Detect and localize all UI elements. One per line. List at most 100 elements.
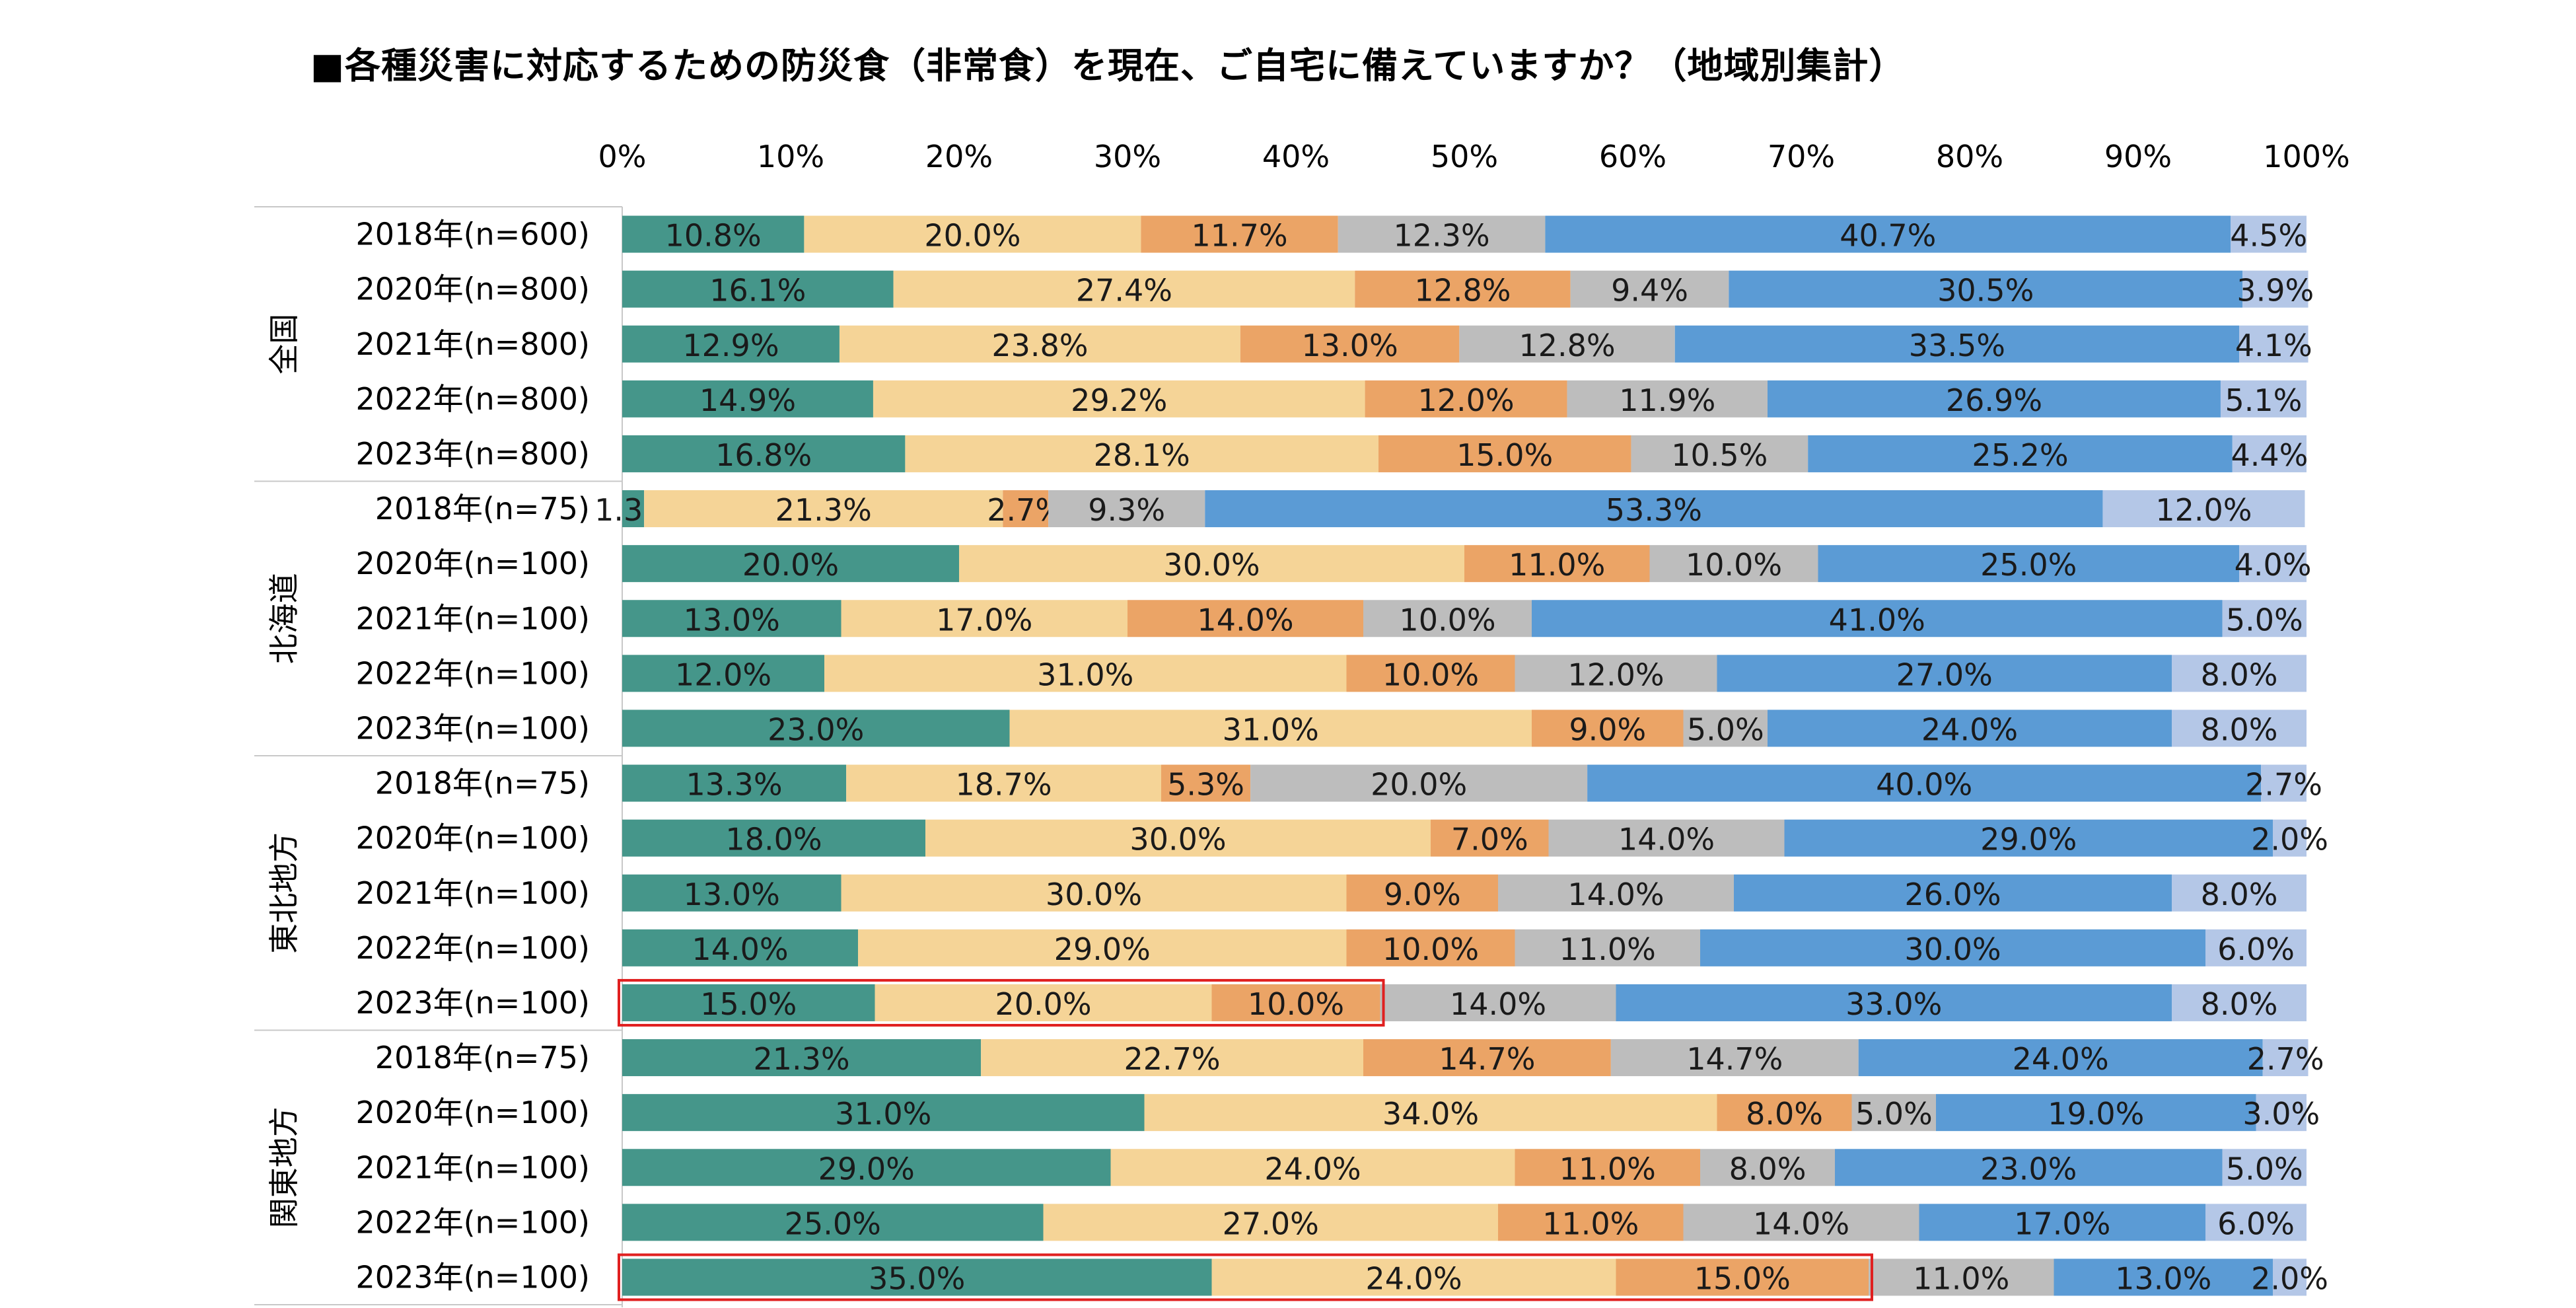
bar-segment [1144,1094,1717,1132]
data-label: 31.0% [1223,711,1319,747]
row-label: 2018年(n=600) [356,217,590,252]
data-label: 17.0% [2014,1206,2110,1241]
row-label: 2023年(n=100) [356,985,590,1021]
bar-segment [2222,1149,2307,1186]
bar-segment [1545,215,2231,253]
bar-segment [2273,1258,2307,1296]
bar-segment [1729,270,2243,308]
data-label: 12.8% [1414,273,1511,309]
bar-segment [2242,270,2308,308]
bar-segment [2261,764,2307,802]
bar-segment [622,984,875,1021]
bar-segment [1161,764,1251,802]
chart-title: ■各種災害に対応するための防災食（非常食）を現在、ご自宅に備えていますか？（地域… [310,45,1906,87]
row-label: 2022年(n=100) [356,1204,590,1240]
bar-segment [1380,984,1616,1021]
bar-segment [622,325,840,363]
row-label: 2020年(n=800) [356,272,590,307]
bar-segment [1365,380,1567,418]
bar-segment [1211,984,1380,1021]
data-label: 24.0% [1921,711,2018,747]
bar-segment [1768,709,2172,747]
data-label: 29.0% [818,1151,915,1186]
data-label: 5.0% [2226,602,2303,637]
data-label: 31.0% [835,1096,931,1132]
bar-segment [1835,1149,2223,1186]
bar-segment [2239,545,2307,583]
data-label: 22.7% [1124,1041,1221,1077]
data-label: 2.0% [2251,1260,2328,1296]
data-label: 5.1% [2225,382,2303,418]
bar-segment [1346,929,1515,966]
bar-segment [1717,655,2172,692]
bar-segment [1610,1039,1859,1077]
row-label: 2020年(n=100) [356,1095,590,1130]
data-label: 18.0% [725,822,822,857]
bar-segment [841,874,1347,912]
bar-segment [2172,655,2307,692]
bar-segment [1700,1149,1835,1186]
data-label: 3.0% [2242,1096,2320,1132]
bar-segment [1205,490,2103,528]
row-label: 2021年(n=100) [356,600,590,636]
data-label: 12.0% [2155,492,2252,528]
bar-segment [1346,655,1515,692]
data-label: 8.0% [2201,657,2278,692]
bar-segment [1378,435,1631,472]
data-label: 21.3% [754,1041,850,1077]
bar-segment [622,1094,1145,1132]
bar-segment [841,600,1127,637]
bar-segment [1043,1204,1498,1241]
bar-segment [893,270,1355,308]
data-label: 16.1% [709,273,806,309]
bar-segment [1858,1039,2263,1077]
data-label: 34.0% [1382,1096,1479,1132]
data-label: 14.0% [1618,822,1715,857]
data-label: 13.0% [2115,1260,2211,1296]
data-label: 13.0% [684,602,780,637]
bar-segment [824,655,1347,692]
bar-segment [1363,1039,1611,1077]
data-label: 19.0% [2048,1096,2144,1132]
data-label: 5.3% [1167,767,1244,803]
data-label: 17.0% [936,602,1032,637]
data-label: 40.0% [1876,767,1972,803]
bar-segment [2222,600,2307,637]
bar-segment [622,600,841,637]
data-label: 12.0% [1417,382,1514,418]
data-label: 27.0% [1223,1206,1319,1241]
x-tick-label: 40% [1262,139,1330,174]
data-label: 4.5% [2230,218,2307,254]
bar-segment [1851,1094,1936,1132]
data-label: 14.0% [692,931,788,967]
bar-segment [2239,325,2308,363]
bar-segment [2256,1094,2307,1132]
bar-segment [1734,874,2172,912]
bar-segment [622,1149,1111,1186]
bar-segment [2172,984,2307,1021]
data-label: 20.0% [742,547,839,583]
data-label: 13.3% [686,767,783,803]
data-label: 11.0% [1913,1260,2009,1296]
group-label: 全国 [266,314,302,375]
bar-segment [1616,1258,1869,1296]
group-label: 関東地方 [266,1107,302,1228]
data-label: 10.0% [1686,547,1782,583]
data-label: 27.4% [1076,273,1172,309]
bar-segment [622,874,841,912]
data-label: 40.7% [1840,218,1936,254]
bar-segment [2231,215,2307,253]
data-label: 24.0% [1365,1260,1462,1296]
data-label: 20.0% [1371,767,1467,803]
data-label: 35.0% [869,1260,965,1296]
data-label: 11.0% [1559,1151,1656,1186]
bar-segment [875,984,1212,1021]
data-label: 30.0% [1163,547,1260,583]
data-label: 25.0% [785,1206,881,1241]
data-label: 3.9% [2236,273,2314,309]
bar-segment [1616,984,2172,1021]
bar-segment [1919,1204,2205,1241]
row-label: 2018年(n=75) [375,766,590,801]
data-label: 10.0% [1399,602,1495,637]
bar-segment [981,1039,1363,1077]
